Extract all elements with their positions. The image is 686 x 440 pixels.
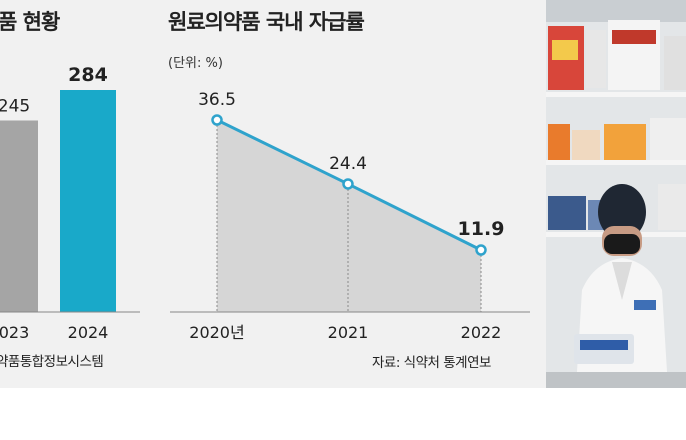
- right-area-chart: 36.5 2020년 24.4 2021 11.9 2022: [170, 90, 530, 342]
- data-value-label: 36.5: [198, 90, 236, 110]
- pharmacist-photo-icon: [546, 0, 686, 388]
- bar-value-label: 245: [0, 96, 30, 116]
- x-tick-label: 2020년: [189, 323, 244, 342]
- area-fill: [217, 120, 481, 312]
- data-value-label: 11.9: [458, 218, 505, 240]
- data-point: [475, 244, 487, 256]
- bar-2023: [0, 120, 38, 312]
- right-chart-unit: (단위: %): [168, 56, 223, 71]
- x-tick-label: 023: [0, 323, 29, 342]
- bar-2024: [60, 90, 116, 312]
- left-bar-chart: 245 023 284 2024: [0, 64, 140, 342]
- data-point: [211, 114, 223, 126]
- left-chart-source: 약품통합정보시스템: [0, 354, 104, 370]
- x-tick-label: 2024: [68, 323, 109, 342]
- data-point: [342, 178, 354, 190]
- right-chart-title: 원료의약품 국내 자급률: [168, 10, 365, 34]
- bar-value-label: 284: [68, 64, 108, 86]
- x-tick-label: 2021: [328, 323, 369, 342]
- right-chart-source: 자료: 식약처 통계연보: [372, 355, 491, 371]
- x-tick-label: 2022: [461, 323, 502, 342]
- left-chart-title: 품 현황: [0, 10, 60, 34]
- data-value-label: 24.4: [329, 154, 367, 174]
